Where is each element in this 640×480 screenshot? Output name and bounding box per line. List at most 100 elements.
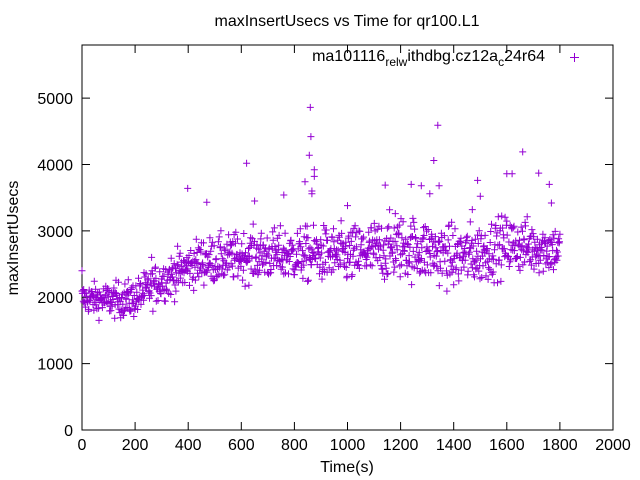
data-point [192,256,200,264]
data-point [95,316,103,324]
data-point [98,304,106,312]
data-point [391,237,399,245]
data-point [533,235,541,243]
data-point [322,226,330,234]
data-point [398,234,406,242]
data-point [383,224,391,232]
data-point [335,263,343,270]
data-point [299,247,306,255]
data-point [514,228,522,236]
data-point [252,253,260,261]
data-point [384,270,392,277]
data-point [466,244,474,252]
data-point [228,262,236,270]
data-point [194,260,202,267]
data-point [366,261,374,269]
data-point [410,218,418,226]
data-point [304,276,312,284]
data-point [241,282,249,290]
data-point [523,248,531,256]
data-point [255,245,263,253]
data-point [170,260,178,268]
data-point [394,223,402,231]
data-point [279,263,286,271]
data-point [355,257,362,265]
data-point [175,252,183,260]
data-point [140,296,148,304]
data-point [407,180,415,188]
data-point [188,262,196,269]
data-point [173,276,181,284]
data-point [217,227,225,235]
data-point [383,270,391,278]
data-point [275,231,283,239]
data-point [273,251,281,259]
data-point [526,257,534,265]
data-point [420,232,428,239]
data-point [420,224,427,232]
data-point [293,229,301,237]
data-point [297,243,305,251]
data-point [520,236,528,244]
data-point [306,103,314,111]
x-tick-label: 400 [175,437,202,454]
data-point [485,264,492,272]
data-point [243,159,251,167]
data-point [499,224,507,232]
data-point [184,265,192,273]
x-tick-label: 2000 [595,437,631,454]
data-point [280,191,288,199]
data-point [171,298,179,306]
data-point [448,258,456,266]
data-point [316,254,324,262]
data-point [152,263,159,271]
data-point [330,225,337,233]
data-point [402,235,410,243]
data-point [329,266,337,274]
data-point [528,226,536,234]
data-point [367,224,375,232]
data-point [167,291,175,298]
data-point [108,302,116,310]
data-point [296,225,304,233]
data-point [355,264,363,272]
data-point [516,253,524,261]
data-point [249,220,257,228]
data-point [275,241,283,249]
y-axis-title: maxInsertUsecs [5,181,22,296]
data-point [550,266,557,274]
data-point [181,279,189,286]
data-point [421,267,429,275]
data-point [365,228,373,236]
data-point [382,255,390,263]
data-point [422,248,430,255]
data-point [519,148,527,156]
data-point [391,210,399,218]
data-point [308,190,316,198]
data-point [524,248,532,256]
data-point [347,237,355,245]
data-point [518,242,526,250]
data-point [197,248,205,256]
data-point [228,249,236,257]
data-point [543,242,551,250]
data-point [118,294,125,301]
data-point [282,269,289,277]
chart-title: maxInsertUsecs vs Time for qr100.L1 [215,13,480,30]
data-point [287,236,295,244]
data-point [481,231,489,239]
data-point [413,265,421,272]
data-point [351,222,359,230]
data-point [217,250,225,258]
data-point [203,198,211,206]
data-point [457,234,465,242]
data-point [510,222,518,230]
data-point [381,181,389,189]
data-point [111,314,119,322]
y-tick-label: 5000 [37,91,73,108]
data-point [346,242,354,249]
data-point [381,275,388,283]
data-point [508,170,516,178]
data-point [318,249,326,257]
data-point [171,281,179,289]
